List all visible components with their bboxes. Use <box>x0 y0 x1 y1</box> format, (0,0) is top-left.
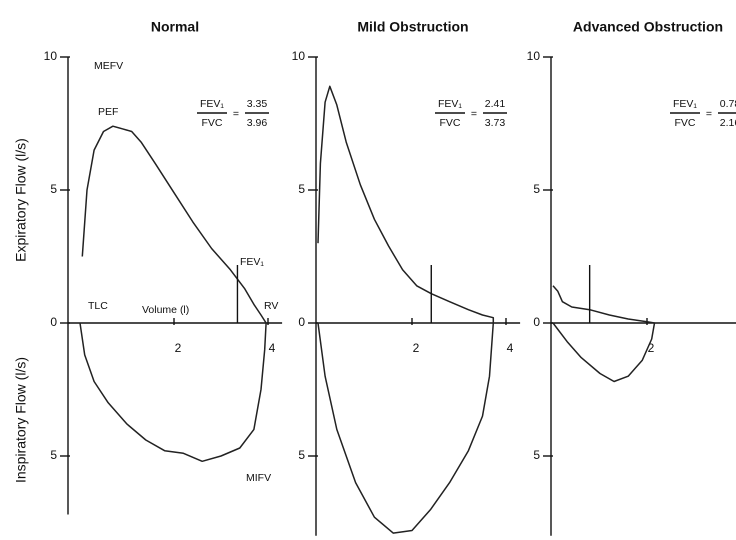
fvc-label: FVC <box>440 117 461 129</box>
equals-sign: = <box>471 108 477 120</box>
y-axis-label: Expiratory Flow (l/s) <box>13 138 29 262</box>
x-tick-label: 4 <box>507 341 514 355</box>
flow-curve <box>79 322 267 463</box>
fev1-value: 2.41 <box>485 98 506 110</box>
y-tick-label: 5 <box>533 448 540 462</box>
fev1-value: 0.78 <box>720 98 736 110</box>
y-axis-label: Inspiratory Flow (l/s) <box>13 357 29 483</box>
y-tick-label: 5 <box>298 182 305 196</box>
y-tick-label: 0 <box>298 315 305 329</box>
annotation: TLC <box>88 300 108 312</box>
fev1-value: 3.35 <box>247 98 268 110</box>
fev1-label: FEV₁ <box>200 98 224 110</box>
x-tick-label: 4 <box>269 341 276 355</box>
y-tick-label: 10 <box>292 49 306 63</box>
y-tick-label: 5 <box>298 448 305 462</box>
flow-curve <box>552 322 656 383</box>
x-tick-label: 2 <box>648 341 655 355</box>
chart-title: Normal <box>151 19 199 35</box>
y-tick-label: 10 <box>527 49 541 63</box>
fvc-label: FVC <box>202 117 223 129</box>
y-tick-label: 0 <box>533 315 540 329</box>
fev1-label: FEV₁ <box>438 98 462 110</box>
y-tick-label: 10 <box>44 49 58 63</box>
chart-title: Advanced Obstruction <box>573 19 723 35</box>
flow-curve <box>317 85 495 323</box>
flow-curve <box>81 125 267 324</box>
y-tick-label: 5 <box>50 182 57 196</box>
equals-sign: = <box>233 108 239 120</box>
x-tick-label: 2 <box>413 341 420 355</box>
y-tick-label: 5 <box>50 448 57 462</box>
fvc-value: 3.73 <box>485 117 506 129</box>
flow-curve <box>317 322 495 534</box>
annotation: Volume (l) <box>142 304 189 316</box>
fvc-value: 2.16 <box>720 117 736 129</box>
annotation: MIFV <box>246 472 271 484</box>
fvc-label: FVC <box>675 117 696 129</box>
flow-curve <box>552 285 655 324</box>
y-tick-label: 0 <box>50 315 57 329</box>
x-tick-label: 2 <box>175 341 182 355</box>
annotation: RV <box>264 300 278 312</box>
fvc-value: 3.96 <box>247 117 268 129</box>
annotation: FEV₁ <box>240 256 264 268</box>
annotation: PEF <box>98 106 118 118</box>
chart-title: Mild Obstruction <box>357 19 468 35</box>
fev1-label: FEV₁ <box>673 98 697 110</box>
equals-sign: = <box>706 108 712 120</box>
annotation: MEFV <box>94 60 123 72</box>
y-tick-label: 5 <box>533 182 540 196</box>
